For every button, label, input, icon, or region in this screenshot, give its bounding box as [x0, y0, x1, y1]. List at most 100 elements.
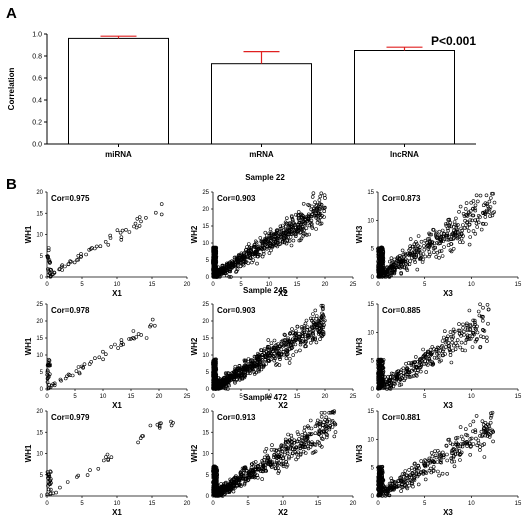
data-point	[489, 413, 494, 418]
data-point	[462, 332, 466, 337]
data-point	[102, 458, 106, 463]
data-point	[413, 255, 417, 260]
data-point	[213, 266, 217, 270]
data-point	[322, 410, 327, 415]
data-point	[291, 353, 296, 357]
data-point	[438, 454, 442, 459]
data-point	[266, 358, 270, 363]
data-point	[159, 212, 164, 217]
data-point	[376, 472, 381, 476]
data-point	[131, 336, 135, 340]
data-point	[52, 381, 57, 386]
data-point	[471, 199, 476, 203]
data-point	[285, 451, 290, 456]
data-point	[279, 341, 284, 346]
data-point	[380, 377, 385, 382]
y-tick-label: 1.0	[32, 32, 42, 39]
data-point	[322, 209, 327, 213]
data-point	[436, 469, 440, 474]
data-point	[432, 241, 437, 246]
correlation-label: Cor=0.881	[382, 413, 421, 422]
data-point	[222, 381, 226, 385]
data-point	[213, 367, 217, 371]
x-axis-title: X3	[443, 508, 453, 517]
x-tick-label: 15	[294, 282, 301, 288]
data-point	[457, 210, 461, 214]
data-point	[225, 380, 230, 385]
data-point	[435, 351, 439, 356]
data-point	[451, 237, 456, 241]
data-point	[313, 200, 317, 205]
data-point	[251, 258, 256, 263]
correlation-label: Cor=0.979	[51, 413, 90, 422]
data-point	[438, 348, 443, 353]
data-point	[75, 258, 79, 262]
data-point	[455, 233, 460, 237]
data-point	[311, 191, 316, 195]
data-point	[255, 365, 260, 370]
data-point	[382, 375, 387, 379]
y-tick-label: 0	[206, 387, 210, 393]
data-point	[282, 332, 287, 337]
data-point	[299, 212, 304, 217]
data-point	[471, 207, 475, 211]
y-tick-label: 0	[40, 275, 44, 281]
data-point	[404, 485, 409, 489]
data-point	[404, 266, 409, 271]
correlation-label: Cor=0.873	[382, 194, 421, 203]
data-point	[298, 226, 303, 231]
data-point	[444, 345, 448, 349]
data-point	[287, 361, 292, 365]
data-point	[468, 336, 473, 341]
data-point	[447, 344, 452, 348]
data-point	[149, 323, 153, 327]
data-point	[232, 255, 237, 260]
data-point	[106, 243, 111, 247]
data-point	[241, 256, 245, 261]
data-point	[473, 208, 478, 213]
data-point	[311, 312, 315, 316]
data-point	[465, 214, 470, 218]
data-point	[213, 387, 218, 391]
data-point	[270, 460, 275, 465]
data-point	[74, 369, 79, 373]
data-point	[465, 440, 469, 445]
data-point	[379, 476, 384, 480]
data-point	[455, 444, 460, 449]
data-point	[241, 366, 245, 371]
data-point	[388, 386, 393, 391]
data-point	[388, 379, 392, 384]
data-point	[451, 335, 456, 339]
data-point	[309, 426, 314, 431]
data-point	[455, 435, 460, 440]
data-point	[430, 240, 435, 245]
data-point	[419, 459, 424, 463]
data-point	[391, 371, 396, 376]
data-point	[274, 243, 278, 247]
data-point	[46, 386, 51, 391]
data-point	[461, 223, 465, 227]
data-point	[253, 239, 258, 244]
data-point	[239, 472, 244, 477]
y-axis-title: WH3	[355, 444, 364, 462]
data-point	[119, 343, 123, 347]
data-point	[467, 242, 472, 247]
data-point	[405, 366, 409, 370]
y-tick-label: 10	[367, 218, 374, 224]
data-point	[293, 337, 297, 342]
data-point	[49, 383, 54, 388]
data-point	[440, 339, 445, 343]
data-point	[391, 269, 396, 274]
data-point	[442, 237, 447, 241]
data-point	[284, 440, 288, 445]
data-point	[101, 349, 105, 354]
data-point	[228, 377, 232, 382]
y-tick-label: 5	[40, 473, 44, 479]
x-tick-label: 10	[266, 394, 273, 400]
data-point	[378, 358, 383, 362]
data-point	[247, 473, 251, 477]
data-point	[253, 250, 258, 255]
data-point	[395, 485, 400, 489]
data-point	[427, 232, 432, 237]
data-point	[118, 230, 123, 235]
